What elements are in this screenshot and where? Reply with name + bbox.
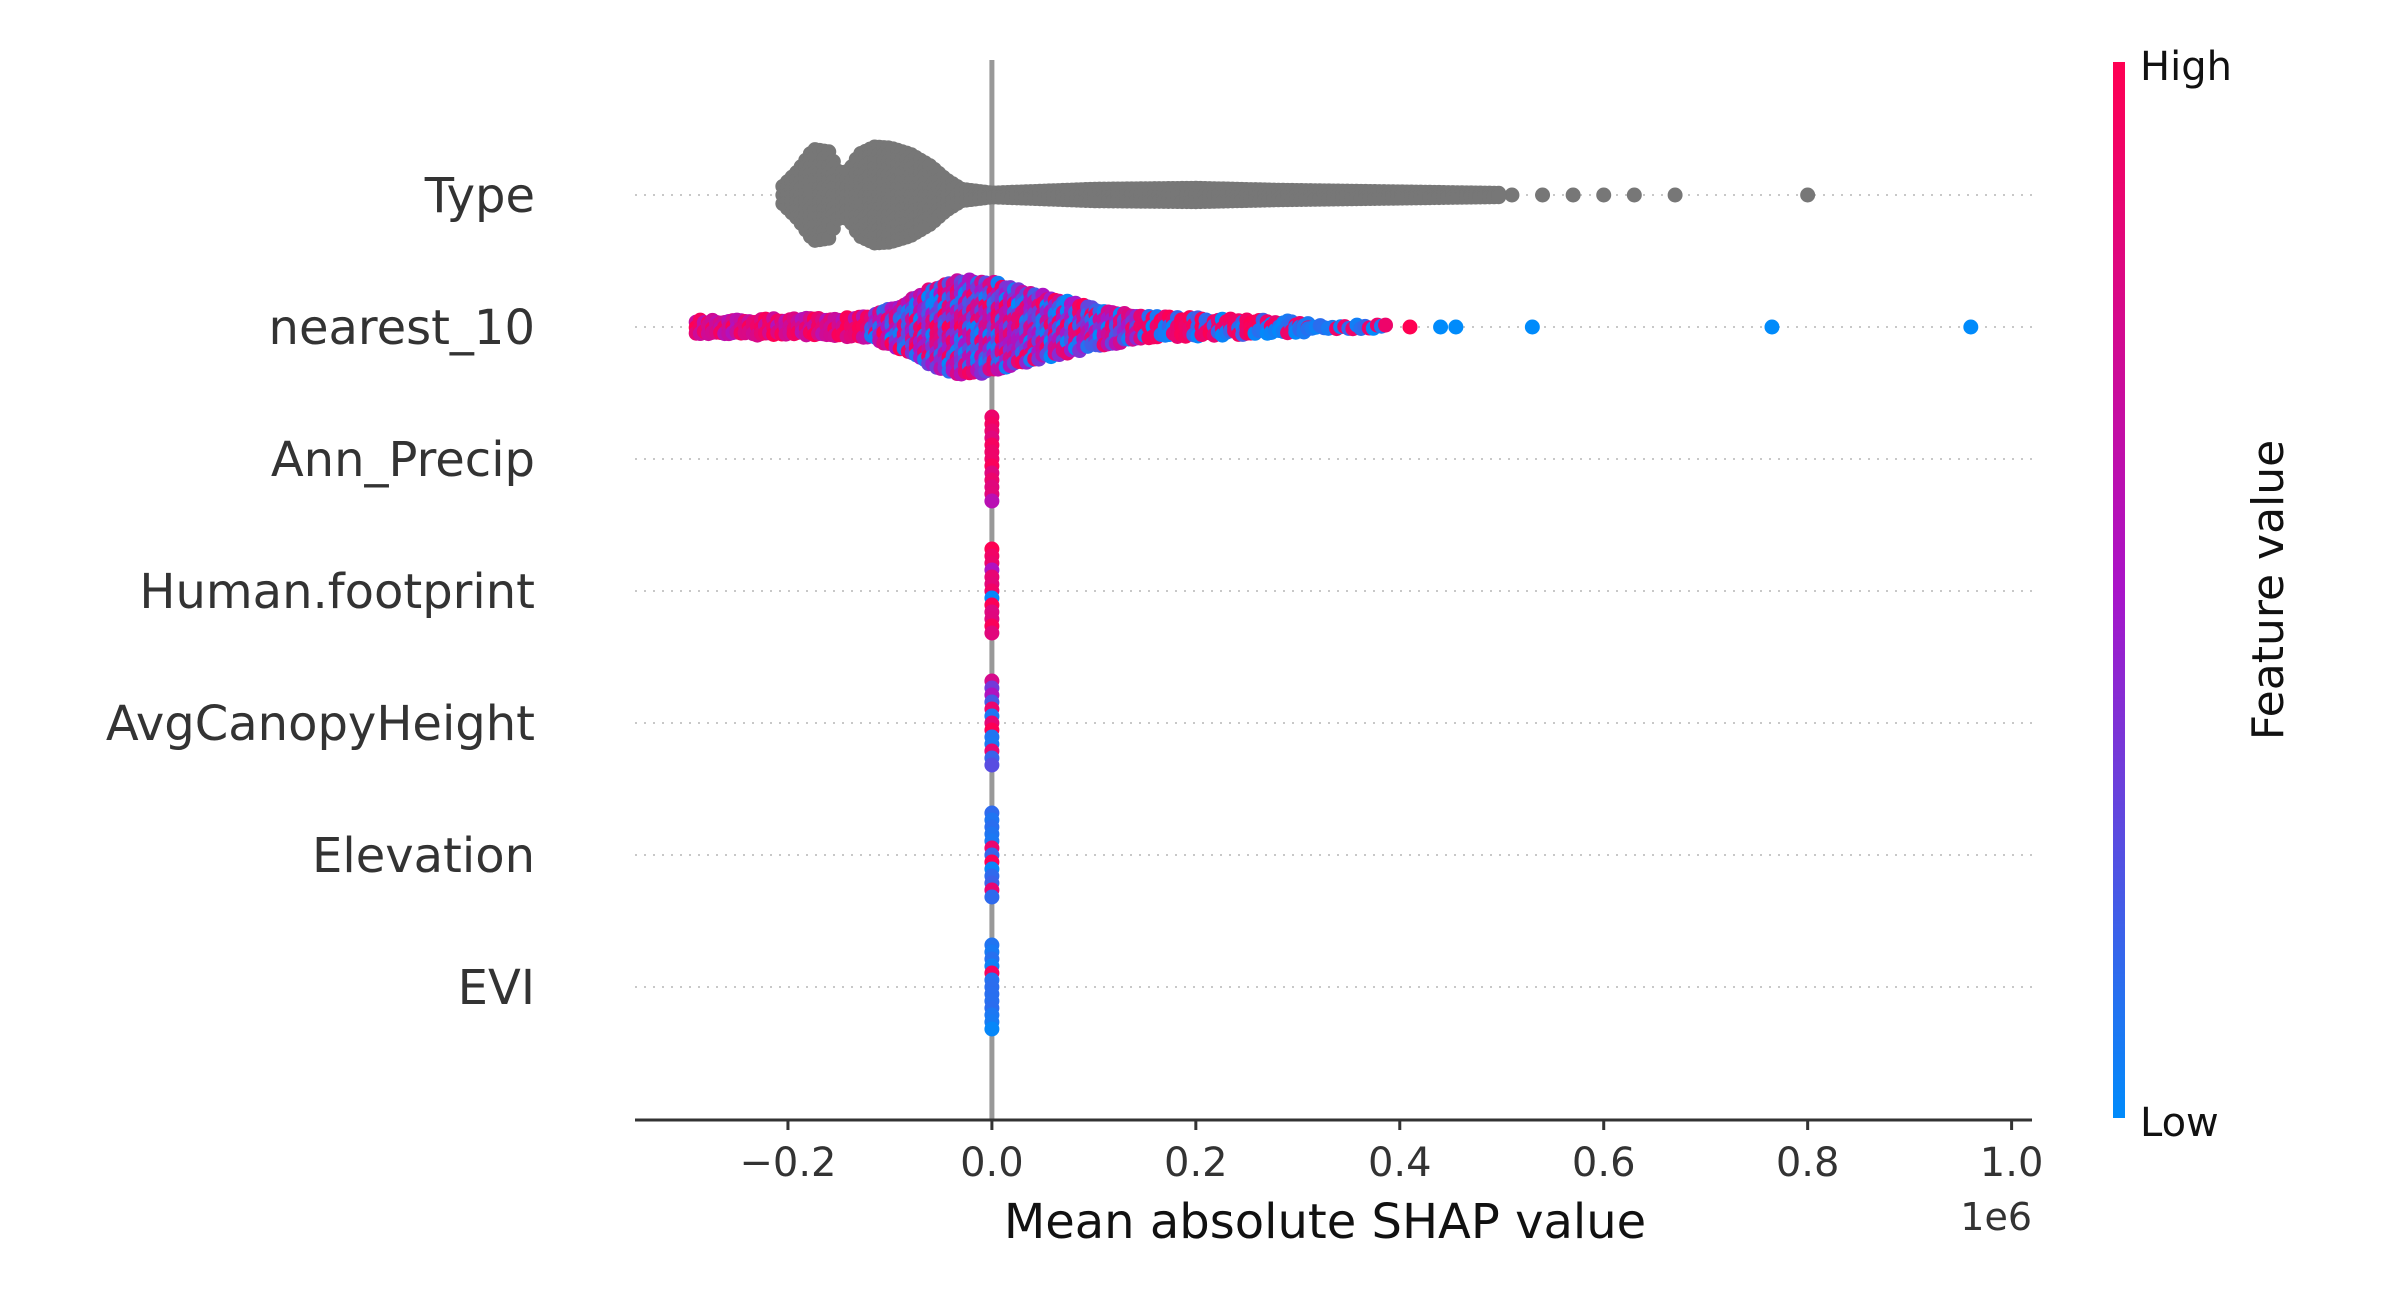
point bbox=[1667, 187, 1683, 203]
feature-label-2: Ann_Precip bbox=[271, 432, 535, 488]
x-axis-offset-label: 1e6 bbox=[1960, 1195, 2032, 1239]
colorbar-low-label: Low bbox=[2140, 1100, 2219, 1146]
feature-label-3: Human.footprint bbox=[139, 564, 535, 620]
point bbox=[1764, 319, 1780, 335]
point bbox=[984, 493, 1000, 509]
x-tick-label: 0.0 bbox=[960, 1140, 1024, 1186]
x-tick-label: 0.2 bbox=[1164, 1140, 1228, 1186]
x-tick-label: 1.0 bbox=[1980, 1140, 2044, 1186]
x-tick-label: 0.4 bbox=[1368, 1140, 1432, 1186]
points-layer bbox=[688, 139, 1979, 1037]
colorbar: High Low Feature value bbox=[2113, 44, 2294, 1146]
x-axis: −0.2 0.0 0.2 0.4 0.6 0.8 1.0 bbox=[635, 1118, 2044, 1186]
x-tick-label: −0.2 bbox=[739, 1140, 836, 1186]
point bbox=[1402, 319, 1418, 335]
point bbox=[1378, 317, 1394, 333]
x-axis-title: Mean absolute SHAP value bbox=[1004, 1194, 1646, 1250]
feature-label-4: AvgCanopyHeight bbox=[106, 696, 535, 752]
point bbox=[984, 625, 1000, 641]
point bbox=[1535, 187, 1551, 203]
x-tick-label: 0.6 bbox=[1572, 1140, 1636, 1186]
colorbar-title: Feature value bbox=[2243, 440, 2294, 740]
feature-label-5: Elevation bbox=[312, 828, 535, 884]
point bbox=[1524, 319, 1540, 335]
feature-labels: Type nearest_10 Ann_Precip Human.footprint A… bbox=[106, 168, 535, 1016]
point bbox=[1433, 319, 1449, 335]
point bbox=[984, 889, 1000, 905]
x-tick-label: 0.8 bbox=[1776, 1140, 1840, 1186]
feature-label-6: EVI bbox=[458, 960, 535, 1016]
point bbox=[984, 757, 1000, 773]
point bbox=[1626, 187, 1642, 203]
point bbox=[1963, 319, 1979, 335]
point bbox=[1504, 187, 1520, 203]
point bbox=[1448, 319, 1464, 335]
feature-label-0: Type bbox=[424, 168, 535, 224]
colorbar-gradient bbox=[2113, 62, 2125, 1118]
point bbox=[1565, 187, 1581, 203]
point bbox=[1800, 187, 1816, 203]
point bbox=[1491, 189, 1507, 205]
feature-label-1: nearest_10 bbox=[269, 300, 535, 356]
point bbox=[984, 1021, 1000, 1037]
colorbar-high-label: High bbox=[2140, 44, 2232, 90]
point bbox=[1596, 187, 1612, 203]
